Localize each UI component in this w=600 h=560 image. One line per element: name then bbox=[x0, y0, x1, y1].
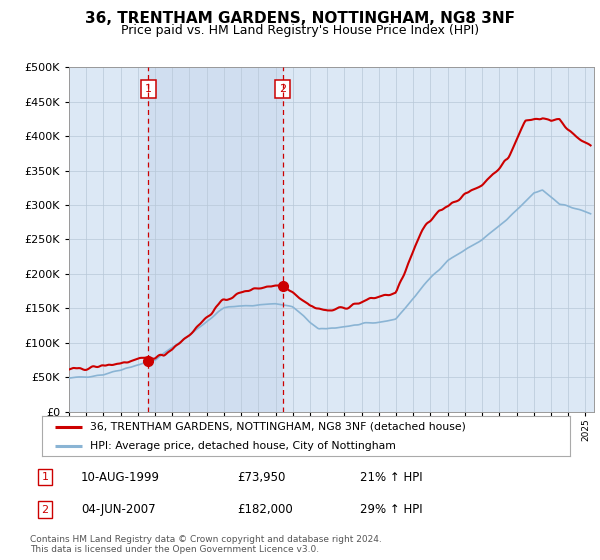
Bar bbox=[148, 67, 283, 412]
Text: 29% ↑ HPI: 29% ↑ HPI bbox=[360, 503, 422, 516]
Text: Price paid vs. HM Land Registry's House Price Index (HPI): Price paid vs. HM Land Registry's House … bbox=[121, 24, 479, 36]
Text: Contains HM Land Registry data © Crown copyright and database right 2024.
This d: Contains HM Land Registry data © Crown c… bbox=[30, 535, 382, 554]
Text: 21% ↑ HPI: 21% ↑ HPI bbox=[360, 470, 422, 484]
Text: 1: 1 bbox=[145, 84, 152, 94]
Text: £182,000: £182,000 bbox=[237, 503, 293, 516]
Text: 2: 2 bbox=[279, 84, 286, 94]
Text: 36, TRENTHAM GARDENS, NOTTINGHAM, NG8 3NF (detached house): 36, TRENTHAM GARDENS, NOTTINGHAM, NG8 3N… bbox=[89, 422, 466, 432]
Text: 1: 1 bbox=[41, 472, 49, 482]
Text: £73,950: £73,950 bbox=[237, 470, 286, 484]
Text: 10-AUG-1999: 10-AUG-1999 bbox=[81, 470, 160, 484]
Text: 2: 2 bbox=[41, 505, 49, 515]
Text: 04-JUN-2007: 04-JUN-2007 bbox=[81, 503, 155, 516]
Text: 36, TRENTHAM GARDENS, NOTTINGHAM, NG8 3NF: 36, TRENTHAM GARDENS, NOTTINGHAM, NG8 3N… bbox=[85, 11, 515, 26]
Text: HPI: Average price, detached house, City of Nottingham: HPI: Average price, detached house, City… bbox=[89, 441, 395, 450]
